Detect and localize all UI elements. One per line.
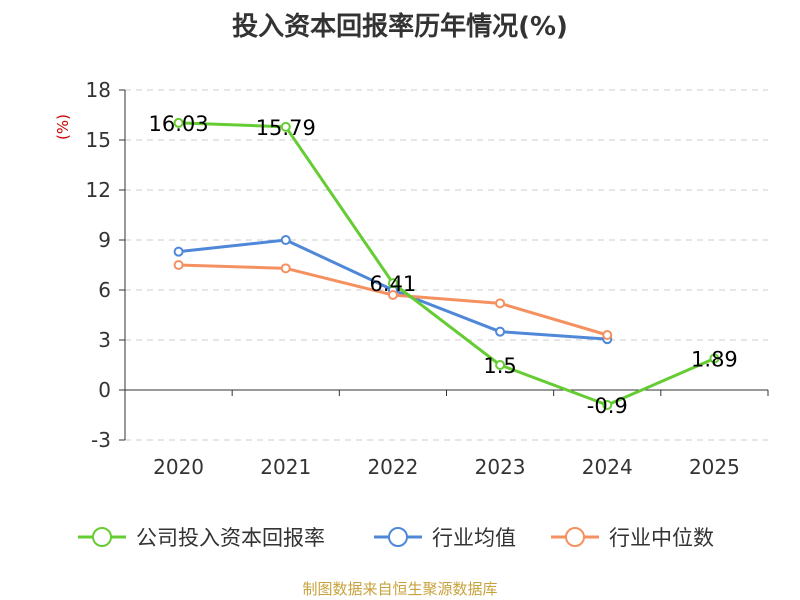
chart-title: 投入资本回报率历年情况(%) [232,12,568,42]
legend-label: 行业均值 [432,526,516,550]
data-label: 15.79 [256,116,316,140]
y-tick-label: 12 [86,178,111,202]
y-tick-label: 0 [98,378,111,402]
legend-swatch-marker [92,527,112,547]
y-tick-label: 9 [98,228,111,252]
data-point [602,400,613,410]
x-tick-label: 2025 [689,455,740,479]
data-point [387,290,398,300]
legend-swatch-marker [388,527,408,547]
data-point [173,246,184,257]
y-tick-label: -3 [91,428,111,452]
data-point [173,260,184,270]
legend-swatch-marker [565,527,585,547]
series-line [178,121,716,407]
data-point [280,121,291,132]
legend-label: 公司投入资本回报率 [136,526,325,550]
data-point [495,360,506,370]
x-tick-label: 2024 [582,455,633,479]
x-tick-label: 2020 [153,455,204,479]
data-point [495,298,506,309]
data-label: -0.9 [587,394,628,418]
data-point [495,326,506,337]
x-tick-label: 2023 [475,455,526,479]
data-point [280,235,291,245]
source-note: 制图数据来自恒生聚源数据库 [302,580,498,598]
data-label: 1.5 [483,354,516,378]
data-point [173,117,184,128]
data-point [602,330,613,340]
y-tick-label: 6 [98,278,111,302]
data-point [387,278,398,289]
x-tick-label: 2021 [260,455,311,479]
x-tick-label: 2022 [367,455,418,479]
y-tick-label: 3 [98,328,111,352]
y-axis-label: (%) [54,114,72,140]
data-point [709,353,720,364]
legend-label: 行业中位数 [609,526,714,550]
data-point [280,263,291,274]
data-label: 6.41 [370,272,417,296]
y-tick-label: 18 [86,78,111,102]
data-label: 16.03 [149,112,209,136]
data-label: 1.89 [691,348,738,372]
y-tick-label: 15 [86,128,111,152]
